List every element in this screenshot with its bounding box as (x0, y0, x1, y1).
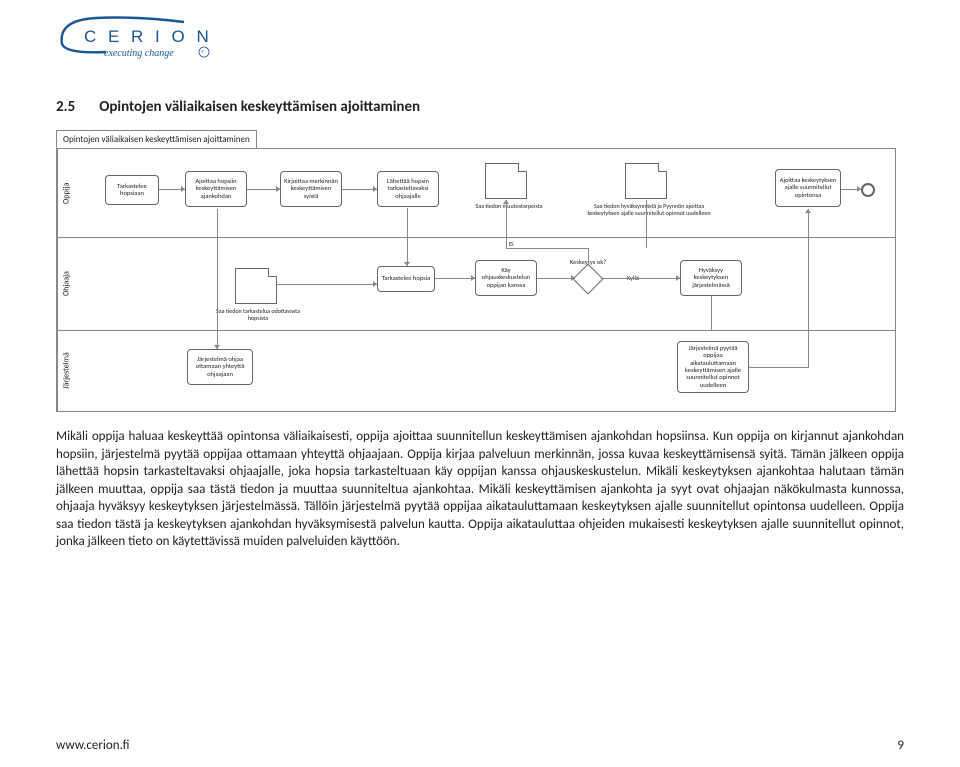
svg-text:®: ® (201, 48, 205, 57)
section-title: Opintojen väliaikaisen keskeyttämisen aj… (99, 98, 420, 116)
footer-page-number: 9 (897, 738, 904, 753)
gateway-keskeytys-ok (572, 263, 603, 294)
cerion-logo: C E R I O N executing change ® (56, 14, 226, 70)
section-number: 2.5 (56, 98, 75, 116)
body-paragraph: Mikäli oppija haluaa keskeyttää opintons… (56, 428, 904, 551)
footer-url: www.cerion.fi (56, 738, 130, 753)
note-hyvaksynta (625, 163, 667, 199)
lane-jarjestelma: Järjestelmä Järjestelmä ohjaa ottamaan y… (57, 331, 895, 411)
task-jarjestelma-pyytaa: Järjestelmä pyytää oppijaa aikatauluttam… (677, 341, 749, 393)
note-label: Saa tiedon tarkastelua odottavasta hopsi… (215, 308, 301, 321)
task-tarkastelee-hopsia: Tarkastelee hopsia (377, 266, 435, 292)
lane-label: Järjestelmä (57, 331, 75, 411)
note-muutostarpeet (485, 163, 527, 199)
note-label: Saa tiedon hyväksynnästä ja Pyynnön ajoi… (585, 203, 713, 216)
page-footer: www.cerion.fi 9 (56, 738, 904, 753)
edge-no: Ei (509, 240, 514, 248)
bpmn-diagram: Opintojen väliaikaisen keskeyttämisen aj… (56, 128, 904, 412)
section-heading: 2.5 Opintojen väliaikaisen keskeyttämise… (56, 98, 904, 116)
diagram-title: Opintojen väliaikaisen keskeyttämisen aj… (56, 130, 257, 148)
task-hyvaksyy-keskeytyksen: Hyväksyy keskeytyksen järjestelmässä (680, 260, 742, 296)
task-ajoittaa-opintonsa: Ajoittaa keskeytyksen ajalle suunnitellu… (775, 169, 841, 207)
logo-tagline: executing change (104, 48, 174, 59)
lane-ohjaaja: Ohjaaja Saa tiedon tarkastelua odottavas… (57, 238, 895, 331)
note-tarkastelu-odottaa (235, 268, 277, 304)
note-label: Saa tiedon muutostarpeista (473, 203, 545, 210)
task-jarjestelma-ohjaa: Järjestelmä ohjaa ottamaan yhteyttä ohja… (187, 349, 253, 385)
task-kirjoittaa-merkinnan: Kirjoittaa merkinnän keskeyttämisen syis… (280, 171, 342, 207)
diagram-pool: Oppija Tarkastelee hopsiaan Ajoittaa hop… (56, 148, 896, 412)
task-lahettaa-hopsin: Lähettää hopsin tarkasteltavaksi ohjaaja… (377, 171, 439, 207)
logo-brand: C E R I O N (84, 27, 212, 46)
lane-label: Oppija (57, 149, 75, 237)
end-event (861, 183, 875, 197)
task-tarkastelee-hopsiaan: Tarkastelee hopsiaan (105, 175, 159, 205)
task-ohjauskeskustelu: Käy ohjauskeskustelun oppijan kanssa (475, 260, 537, 296)
lane-label: Ohjaaja (57, 238, 75, 330)
lane-oppija: Oppija Tarkastelee hopsiaan Ajoittaa hop… (57, 149, 895, 238)
task-ajoittaa-hopsiin: Ajoittaa hopsiin keskeyttämisen ajankohd… (185, 171, 247, 207)
